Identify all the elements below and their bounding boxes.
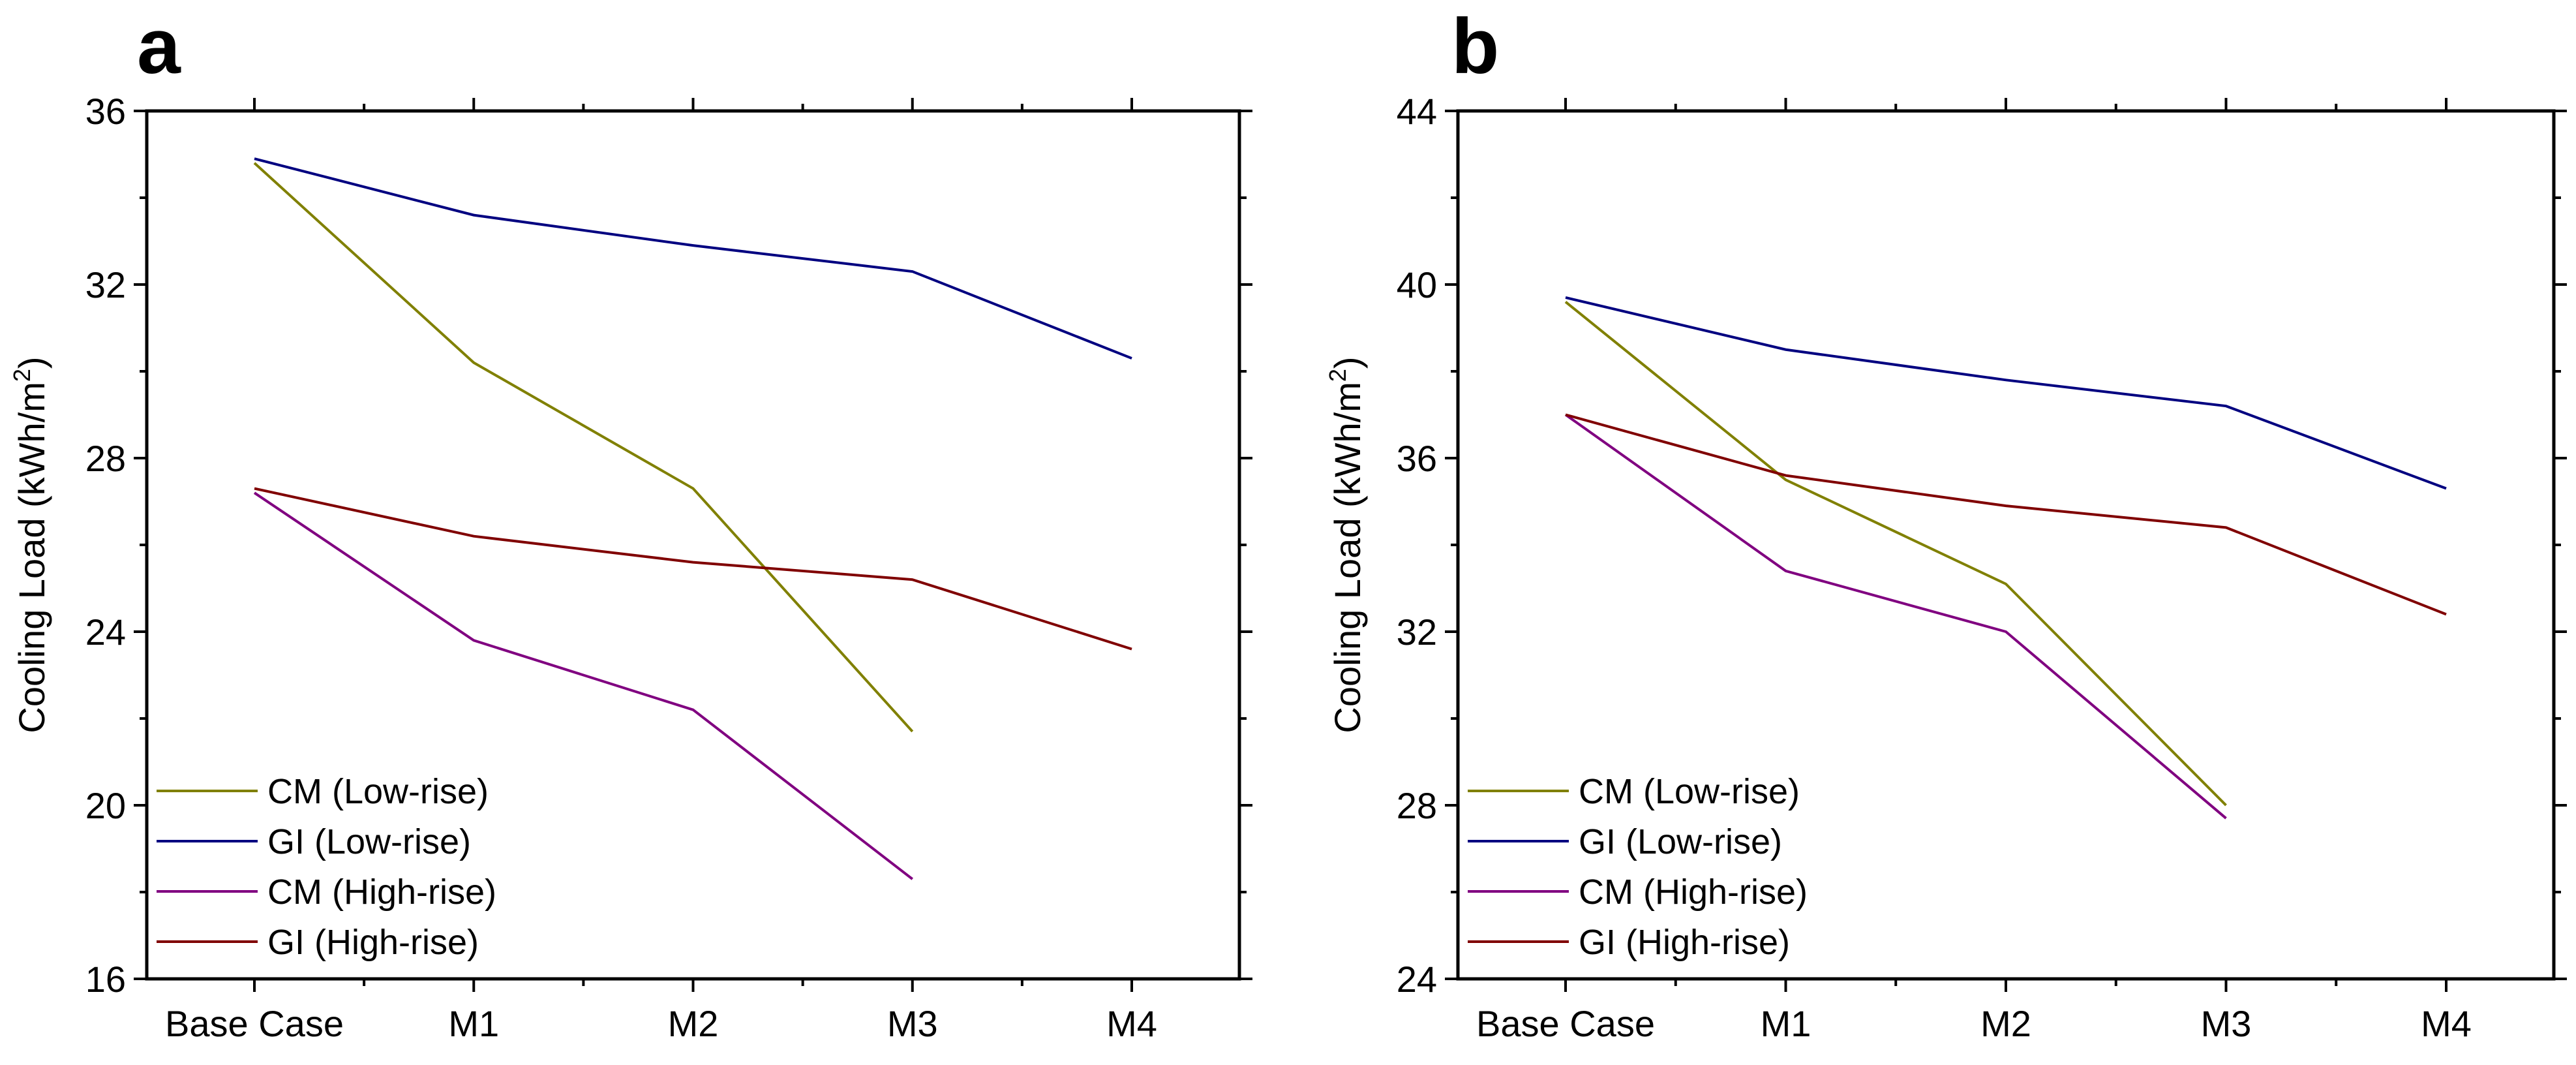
- chart-panel-a: a 16 20 24 28 32 36 Base Case M1 M2 M3 M4 Cooling Lo…: [8, 3, 1252, 1044]
- y-tick-label: 36: [85, 91, 126, 132]
- x-tick-label: Base Case: [1476, 1003, 1655, 1044]
- series-line-4: [1565, 413, 2447, 616]
- x-tick-label: M3: [2201, 1003, 2252, 1044]
- x-tick-label: M1: [448, 1003, 499, 1044]
- y-tick-label: 32: [85, 264, 126, 305]
- y-tick-label: 28: [1397, 785, 1437, 826]
- y-tick-label: 16: [85, 959, 126, 1000]
- y-tick-label: 36: [1397, 438, 1437, 479]
- legend-label: CM (Low-rise): [267, 772, 489, 811]
- legend-label: GI (Low-rise): [1579, 822, 1782, 861]
- x-tick-label: M2: [1980, 1003, 2031, 1044]
- legend-label: GI (High-rise): [267, 923, 479, 962]
- panel-letter: b: [1451, 3, 1499, 90]
- legend-label: CM (High-rise): [267, 872, 496, 912]
- y-axis-label: Cooling Load (kWh/m2): [8, 356, 52, 733]
- series-line-1: [253, 162, 914, 733]
- y-tick-label: 28: [85, 438, 126, 479]
- y-axis-label: Cooling Load (kWh/m2): [1324, 356, 1368, 733]
- x-tick-label: M3: [887, 1003, 938, 1044]
- legend-label: GI (Low-rise): [267, 822, 471, 861]
- legend-label: CM (Low-rise): [1579, 772, 1800, 811]
- x-tick-label: M2: [668, 1003, 719, 1044]
- legend-label: GI (High-rise): [1579, 923, 1790, 962]
- y-tick-label: 20: [85, 785, 126, 826]
- series-line-2: [254, 157, 1132, 360]
- series-line-1: [1564, 301, 2227, 807]
- y-tick-label: 44: [1397, 91, 1437, 132]
- legend-label: CM (High-rise): [1579, 872, 1808, 912]
- panel-letter: a: [137, 3, 181, 90]
- chart-panel-b: b 24 28 32 36 40 44 Base Case M1 M2 M3 M4 Cooling Lo…: [1324, 3, 2567, 1044]
- x-tick-label: Base Case: [165, 1003, 344, 1044]
- series-line-3: [1564, 413, 2227, 820]
- y-tick-label: 24: [1397, 959, 1437, 1000]
- series-line-2: [1565, 296, 2447, 490]
- y-tick-label: 40: [1397, 264, 1437, 305]
- x-tick-label: M4: [1106, 1003, 1157, 1044]
- x-tick-label: M4: [2421, 1003, 2472, 1044]
- x-tick-label: M1: [1761, 1003, 1811, 1044]
- y-tick-label: 24: [85, 611, 126, 653]
- series-line-4: [254, 487, 1132, 651]
- series-line-3: [253, 491, 913, 880]
- y-tick-label: 32: [1397, 611, 1437, 653]
